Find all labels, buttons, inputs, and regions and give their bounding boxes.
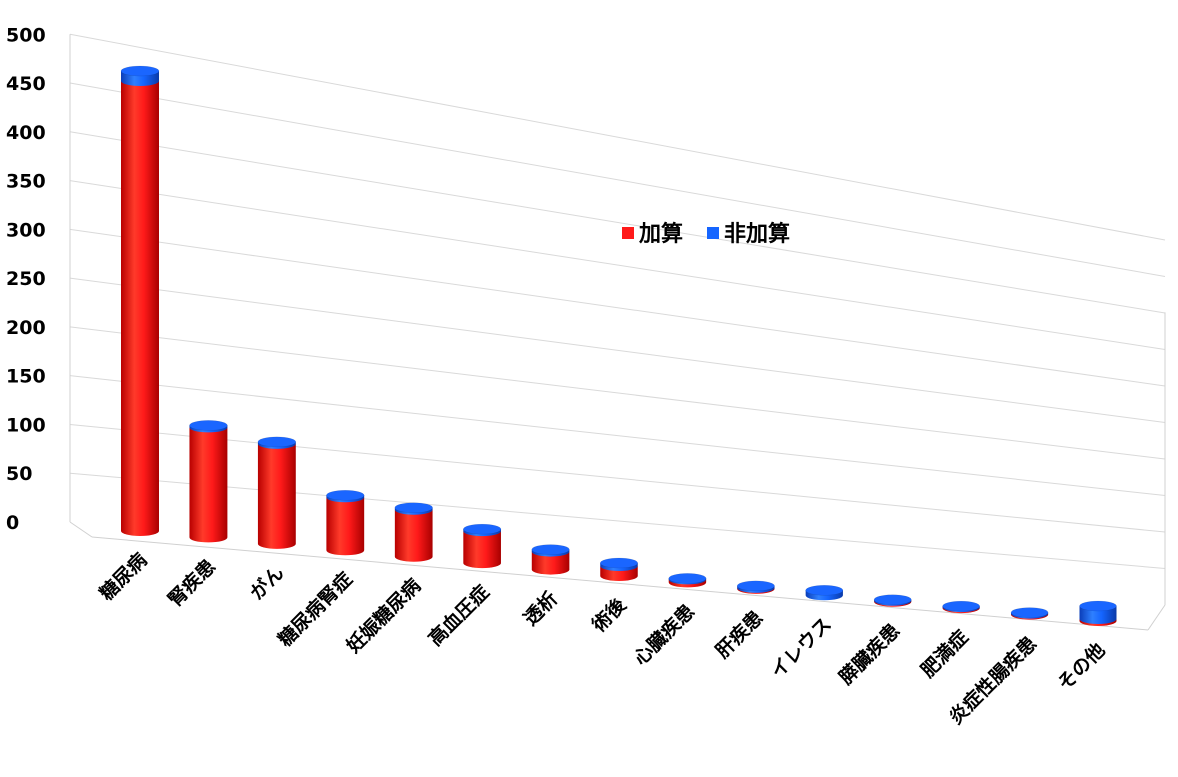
bar-segment-kasan: [189, 427, 228, 543]
bar-segment-kasan: [326, 497, 365, 556]
bar-top-cap: [531, 544, 570, 555]
floor-front-edge: [91, 536, 1149, 631]
bar-top-cap: [394, 502, 433, 513]
bar-top-cap: [600, 557, 638, 569]
y-tick-label: 250: [6, 268, 46, 290]
y-tick-label: 200: [6, 317, 46, 339]
bar-top-cap: [805, 585, 844, 596]
y-tick-label: 0: [6, 512, 19, 534]
x-category-label: 糖尿病: [95, 548, 152, 605]
bar-top-cap: [1010, 607, 1049, 618]
y-tick-label: 350: [6, 171, 46, 193]
bar-top-cap: [668, 573, 707, 584]
gridline: [69, 131, 1166, 314]
gridline: [69, 82, 1166, 277]
x-category-label: 心臓疾患: [629, 600, 699, 670]
bar-top-cap: [463, 523, 502, 535]
chart-walls: [69, 34, 1166, 631]
bar-segment-hikasan: [1079, 606, 1117, 624]
gridline: [69, 375, 1166, 496]
x-category-label: 肥満症: [916, 625, 973, 682]
x-category-label: 糖尿病腎症: [273, 568, 356, 651]
bar-top-cap: [736, 580, 775, 592]
x-category-label: 腎疾患: [163, 555, 220, 612]
gridline: [69, 228, 1166, 387]
y-tick-label: 400: [6, 122, 46, 144]
floor-right-edge: [1147, 604, 1166, 631]
legend-swatch: [707, 227, 719, 239]
bar-top-cap: [1079, 600, 1117, 612]
y-tick-label: 150: [6, 366, 46, 388]
bar-top-cap: [942, 600, 980, 612]
gridline: [69, 472, 1166, 569]
legend-swatch: [622, 227, 634, 239]
bar-segment-kasan: [121, 81, 159, 536]
floor-left-edge: [69, 521, 93, 538]
y-axis-ticks: 0 50 100 150 200 250 300 350 400 450 500: [6, 24, 46, 534]
gridline: [69, 326, 1166, 460]
bar-segment-kasan: [531, 551, 570, 575]
bar-top-cap: [257, 436, 297, 448]
bar-top-cap: [873, 594, 912, 605]
y-tick-label: 50: [6, 463, 32, 485]
x-category-label: その他: [1053, 638, 1110, 695]
x-category-label: 膵臓疾患: [834, 619, 904, 689]
gridline: [69, 277, 1166, 423]
y-tick-label: 100: [6, 414, 46, 436]
legend: 加算 非加算: [622, 221, 790, 247]
gridline: [69, 180, 1166, 350]
x-category-label: 妊娠糖尿病: [342, 574, 425, 657]
bar-top-cap: [120, 65, 160, 77]
gridline: [69, 33, 1166, 241]
bar-top-cap: [189, 420, 228, 431]
bars: [120, 65, 1117, 626]
x-category-label: 術後: [587, 593, 632, 638]
y-tick-label: 300: [6, 219, 46, 241]
y-tick-label: 450: [6, 73, 46, 95]
x-category-label: 肝疾患: [711, 606, 768, 663]
bar-segment-kasan: [463, 531, 501, 569]
legend-label: 加算: [638, 221, 683, 247]
bar-segment-kasan: [394, 509, 433, 562]
x-category-label: イレウス: [767, 613, 836, 682]
y-tick-label: 500: [6, 24, 46, 46]
gridlines: [69, 33, 1166, 569]
gridline: [69, 423, 1166, 533]
bar-top-cap: [326, 490, 365, 501]
bar-segment-kasan: [257, 443, 296, 549]
x-category-label: 高血圧症: [424, 580, 494, 650]
x-category-label: がん: [245, 561, 288, 604]
legend-label: 非加算: [724, 221, 790, 247]
x-category-label: 透析: [519, 587, 562, 630]
